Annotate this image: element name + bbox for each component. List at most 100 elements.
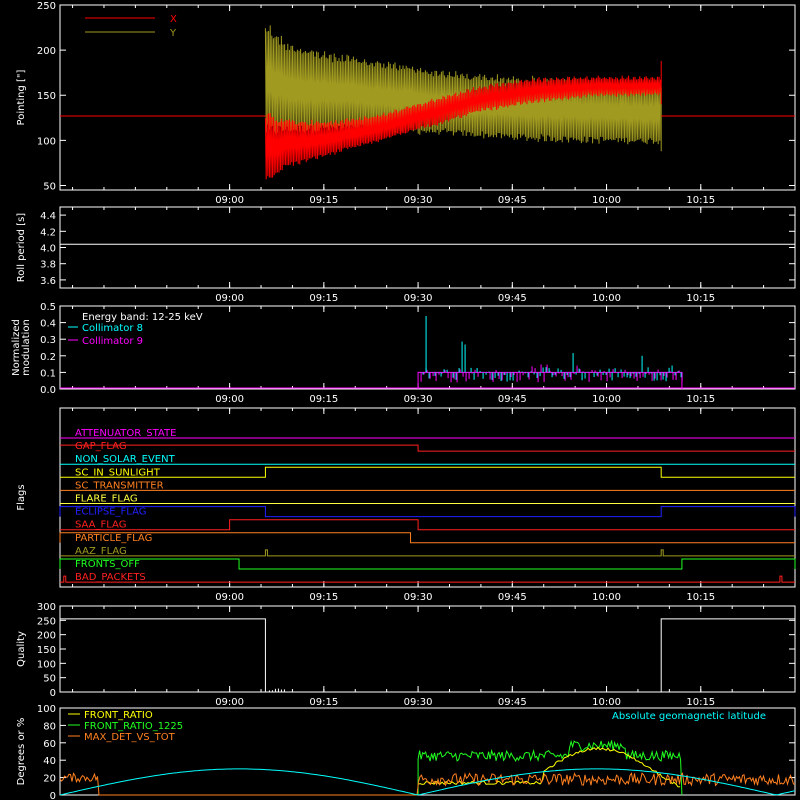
y-tick-label: 4.4 xyxy=(40,211,56,222)
flag-fronts-off xyxy=(59,558,796,570)
x-tick-label: 09:30 xyxy=(404,293,433,304)
modulation-frame xyxy=(59,305,796,390)
flag-label: SC_TRANSMITTER xyxy=(75,480,164,491)
x-tick-label: 10:00 xyxy=(592,697,621,708)
y-axis-label: Flags xyxy=(16,484,27,510)
flags-frame xyxy=(59,407,796,588)
y-tick-label: 0.4 xyxy=(40,319,56,330)
y-axis-label: Pointing ["] xyxy=(16,69,27,125)
x-tick-label: 09:30 xyxy=(404,394,433,405)
y-axis-label: Normalized xyxy=(11,319,22,376)
x-tick-label: 09:15 xyxy=(309,394,338,405)
legend-label: Collimator 8 xyxy=(82,323,143,334)
y-axis-label: Degrees or % xyxy=(16,718,27,786)
legend-label: Y xyxy=(169,28,177,39)
data-line xyxy=(264,75,662,180)
series-collimator-9 xyxy=(420,364,683,383)
flag-sc-in-sunlight xyxy=(60,466,795,478)
y-tick-label: 250 xyxy=(37,616,56,627)
y-tick-label: 0.2 xyxy=(40,352,56,363)
x-tick-label: 10:15 xyxy=(686,394,715,405)
legend-label: Absolute geomagnetic latitude xyxy=(612,711,766,722)
x-tick-label: 10:00 xyxy=(592,394,621,405)
y-tick-label: 0 xyxy=(50,791,56,800)
geomagnetic-latitude-line xyxy=(59,768,796,796)
y-axis-label: Quality xyxy=(16,631,27,667)
flag-line xyxy=(60,575,795,583)
flag-label: PARTICLE_FLAG xyxy=(75,533,152,544)
x-tick-label: 10:15 xyxy=(686,697,715,708)
x-tick-label: 09:00 xyxy=(215,592,244,603)
flag-label: FLARE_FLAG xyxy=(75,494,138,505)
x-tick-label: 09:00 xyxy=(215,394,244,405)
x-tick-label: 10:00 xyxy=(592,592,621,603)
y-tick-label: 0.1 xyxy=(40,368,56,379)
flag-gap-flag xyxy=(60,444,795,452)
pointing-frame xyxy=(59,4,796,191)
flag-line xyxy=(59,506,796,518)
y-tick-label: 80 xyxy=(43,721,56,732)
flag-eclipse-flag xyxy=(59,506,796,518)
x-tick-label: 09:30 xyxy=(404,195,433,206)
flag-line xyxy=(60,519,795,531)
x-tick-label: 09:45 xyxy=(498,394,527,405)
legend-label: FRONT_RATIO xyxy=(84,710,153,721)
flag-saa-flag xyxy=(60,519,795,531)
legend-label: X xyxy=(170,14,177,25)
x-tick-label: 09:00 xyxy=(215,697,244,708)
y-tick-label: 250 xyxy=(37,1,56,12)
legend-label: FRONT_RATIO_1225 xyxy=(84,721,183,732)
x-tick-label: 10:15 xyxy=(686,195,715,206)
flag-aaz-flag xyxy=(60,549,795,557)
x-tick-label: 09:45 xyxy=(498,293,527,304)
flag-line xyxy=(60,549,795,557)
x-tick-label: 09:15 xyxy=(309,592,338,603)
flag-label: SC_IN_SUNLIGHT xyxy=(75,467,161,478)
flag-label: BAD_PACKETS xyxy=(75,572,146,583)
flag-label: SAA_FLAG xyxy=(75,520,126,531)
front-ratio-1225-line xyxy=(417,739,683,796)
y-tick-label: 200 xyxy=(37,631,56,642)
flag-line xyxy=(59,558,796,570)
x-tick-label: 09:00 xyxy=(215,195,244,206)
y-tick-label: 200 xyxy=(37,46,56,57)
front_ratio-frame xyxy=(59,707,796,796)
legend-label: Collimator 9 xyxy=(82,336,143,347)
series-x xyxy=(60,60,795,180)
quality-line xyxy=(60,618,795,693)
flag-bad-packets xyxy=(60,575,795,583)
x-tick-label: 09:15 xyxy=(309,293,338,304)
y-tick-label: 50 xyxy=(43,674,56,685)
max-det-vs-tot-line xyxy=(59,772,796,796)
data-line xyxy=(264,25,662,145)
y-tick-label: 100 xyxy=(37,659,56,670)
x-tick-label: 09:45 xyxy=(498,592,527,603)
y-tick-label: 150 xyxy=(37,645,56,656)
flag-label: ATTENUATOR_STATE xyxy=(75,428,176,439)
flag-label: NON_SOLAR_EVENT xyxy=(75,454,176,465)
x-tick-label: 09:45 xyxy=(498,697,527,708)
y-tick-label: 20 xyxy=(43,774,56,785)
y-axis-label: Roll period [s] xyxy=(16,213,27,282)
flag-label: ECLIPSE_FLAG xyxy=(75,507,146,518)
x-tick-label: 10:00 xyxy=(592,293,621,304)
y-axis-label: modulation xyxy=(21,319,32,376)
flag-line xyxy=(60,466,795,478)
y-tick-label: 0.5 xyxy=(40,302,56,313)
y-tick-label: 300 xyxy=(37,602,56,613)
x-tick-label: 09:30 xyxy=(404,592,433,603)
x-tick-label: 09:45 xyxy=(498,195,527,206)
x-tick-label: 10:00 xyxy=(592,195,621,206)
y-tick-label: 100 xyxy=(37,136,56,147)
y-tick-label: 50 xyxy=(43,181,56,192)
x-tick-label: 09:15 xyxy=(309,697,338,708)
y-tick-label: 0.3 xyxy=(40,335,56,346)
y-tick-label: 3.8 xyxy=(40,260,56,271)
y-tick-label: 4.2 xyxy=(40,227,56,238)
y-tick-label: 0 xyxy=(50,688,56,699)
y-tick-label: 3.6 xyxy=(40,276,56,287)
flag-particle-flag xyxy=(59,532,795,544)
y-tick-label: 150 xyxy=(37,91,56,102)
